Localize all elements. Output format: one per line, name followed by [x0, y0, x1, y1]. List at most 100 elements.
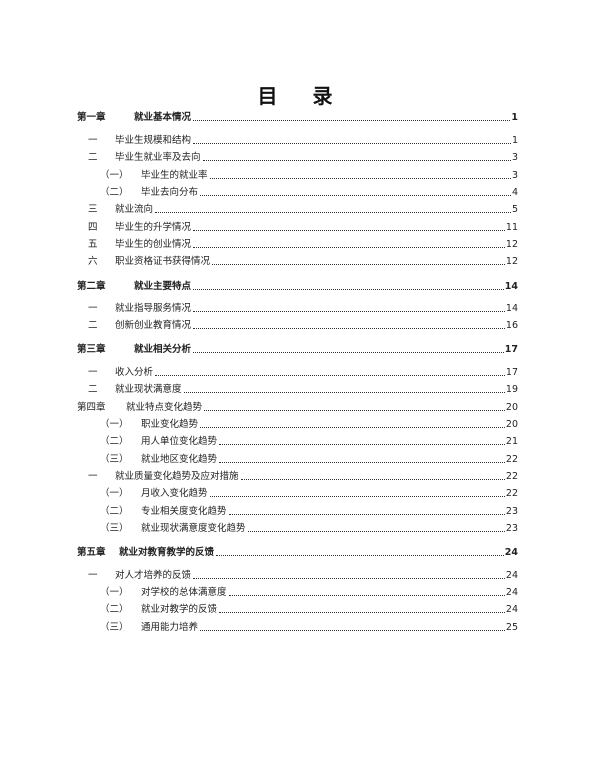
page-number: 17 — [504, 344, 518, 355]
dot-leader — [219, 611, 505, 613]
toc-entry[interactable]: （三） 通用能力培养 25 — [100, 620, 518, 634]
dot-leader — [193, 310, 505, 312]
entry-number: 二 — [88, 320, 98, 331]
entry-number: 第一章 — [77, 112, 106, 123]
toc-entry[interactable]: 一 收入分析 17 — [88, 365, 518, 379]
dot-leader — [193, 229, 505, 231]
page-number: 24 — [505, 570, 518, 581]
dot-leader — [155, 211, 511, 213]
toc-entry[interactable]: （二） 毕业去向分布 4 — [100, 185, 518, 199]
page-number: 3 — [511, 152, 518, 163]
dot-leader — [240, 478, 505, 480]
toc-entry[interactable]: 二 创新创业教育情况 16 — [88, 318, 518, 332]
entry-title: 对学校的总体满意度 — [141, 587, 227, 598]
dot-leader — [204, 409, 505, 411]
entry-number: 一 — [88, 303, 98, 314]
entry-title: 专业相关度变化趋势 — [141, 506, 227, 517]
dot-leader — [183, 391, 505, 393]
entry-number: 一 — [88, 367, 98, 378]
toc-entry[interactable]: 一 就业指导服务情况 14 — [88, 301, 518, 315]
toc-entry[interactable]: 一 毕业生规模和结构 1 — [88, 133, 518, 147]
page-number: 23 — [505, 523, 518, 534]
entry-number: 第四章 — [77, 402, 106, 413]
page-number: 1 — [511, 135, 518, 146]
toc-entry[interactable]: （一） 月收入变化趋势 22 — [100, 486, 518, 500]
page-number: 22 — [505, 488, 518, 499]
toc-entry[interactable]: （一） 毕业生的就业率 3 — [100, 168, 518, 182]
entry-title: 用人单位变化趋势 — [141, 436, 218, 447]
entry-title: 就业地区变化趋势 — [141, 454, 218, 465]
entry-title: 对人才培养的反馈 — [115, 570, 192, 581]
entry-title: 就业对教学的反馈 — [141, 604, 218, 615]
page-number: 21 — [505, 436, 518, 447]
entry-number: 五 — [88, 239, 98, 250]
entry-number: 一 — [88, 135, 98, 146]
dot-leader — [228, 513, 505, 515]
toc-entry[interactable]: 四 毕业生的升学情况 11 — [88, 220, 518, 234]
toc-chapter-entry[interactable]: 第五章 就业对教育教学的反馈 24 — [77, 545, 518, 559]
entry-number: 六 — [88, 256, 98, 267]
dot-leader — [219, 443, 505, 445]
dot-leader — [202, 159, 511, 161]
toc-entry[interactable]: 二 毕业生就业率及去向 3 — [88, 150, 518, 164]
entry-title: 就业主要特点 — [134, 281, 192, 292]
toc-entry[interactable]: （三） 就业现状满意度变化趋势 23 — [100, 521, 518, 535]
entry-title: 毕业生就业率及去向 — [115, 152, 201, 163]
toc-entry[interactable]: （二） 就业对教学的反馈 24 — [100, 602, 518, 616]
dot-leader — [228, 594, 505, 596]
entry-number: 第二章 — [77, 281, 106, 292]
toc-entry[interactable]: 五 毕业生的创业情况 12 — [88, 237, 518, 251]
dot-leader — [219, 461, 505, 463]
entry-number: （三） — [100, 454, 129, 465]
dot-leader — [193, 142, 511, 144]
toc-entry[interactable]: 三 就业流向 5 — [88, 202, 518, 216]
entry-title: 收入分析 — [115, 367, 154, 378]
entry-number: （二） — [100, 187, 129, 198]
toc-entry[interactable]: 一 对人才培养的反馈 24 — [88, 568, 518, 582]
dot-leader — [200, 426, 505, 428]
entry-number: （二） — [100, 436, 129, 447]
entry-title: 毕业生的创业情况 — [115, 239, 192, 250]
toc-entry[interactable]: （三） 就业地区变化趋势 22 — [100, 452, 518, 466]
entry-number: 一 — [88, 471, 98, 482]
toc-entry[interactable]: 一 就业质量变化趋势及应对措施 22 — [88, 469, 518, 483]
toc-entry[interactable]: （一） 职业变化趋势 20 — [100, 417, 518, 431]
entry-number: （一） — [100, 419, 129, 430]
entry-title: 就业流向 — [115, 204, 154, 215]
toc-chapter-entry[interactable]: 第四章 就业特点变化趋势 20 — [77, 400, 518, 414]
toc-entry[interactable]: （二） 用人单位变化趋势 21 — [100, 434, 518, 448]
entry-number: （二） — [100, 604, 129, 615]
entry-number: 二 — [88, 384, 98, 395]
dot-leader — [209, 495, 505, 497]
dot-leader — [209, 177, 511, 179]
toc-chapter-entry[interactable]: 第三章 就业相关分析 17 — [77, 342, 518, 356]
entry-number: 二 — [88, 152, 98, 163]
toc-chapter-entry[interactable]: 第一章 就业基本情况 1 — [77, 110, 518, 124]
page-number: 14 — [505, 303, 518, 314]
page-number: 24 — [505, 604, 518, 615]
entry-title: 就业现状满意度变化趋势 — [141, 523, 246, 534]
toc-entry[interactable]: （一） 对学校的总体满意度 24 — [100, 585, 518, 599]
page-number: 22 — [505, 471, 518, 482]
page-number: 3 — [511, 170, 518, 181]
entry-number: （三） — [100, 622, 129, 633]
entry-number: （三） — [100, 523, 129, 534]
dot-leader — [155, 374, 505, 376]
toc-entry[interactable]: 六 职业资格证书获得情况 12 — [88, 254, 518, 268]
dot-leader — [212, 263, 505, 265]
entry-title: 创新创业教育情况 — [115, 320, 192, 331]
entry-title: 就业质量变化趋势及应对措施 — [115, 471, 239, 482]
dot-leader — [193, 327, 505, 329]
toc-entry[interactable]: 二 就业现状满意度 19 — [88, 382, 518, 396]
toc-title: 目 录 — [257, 84, 347, 108]
page-number: 11 — [505, 222, 518, 233]
dot-leader — [200, 629, 505, 631]
page-number: 25 — [505, 622, 518, 633]
toc-chapter-entry[interactable]: 第二章 就业主要特点 14 — [77, 279, 518, 293]
dot-leader — [247, 530, 505, 532]
toc-entry[interactable]: （二） 专业相关度变化趋势 23 — [100, 504, 518, 518]
entry-number: 三 — [88, 204, 98, 215]
entry-title: 就业指导服务情况 — [115, 303, 192, 314]
entry-number: 第三章 — [77, 344, 106, 355]
page-number: 5 — [511, 204, 518, 215]
